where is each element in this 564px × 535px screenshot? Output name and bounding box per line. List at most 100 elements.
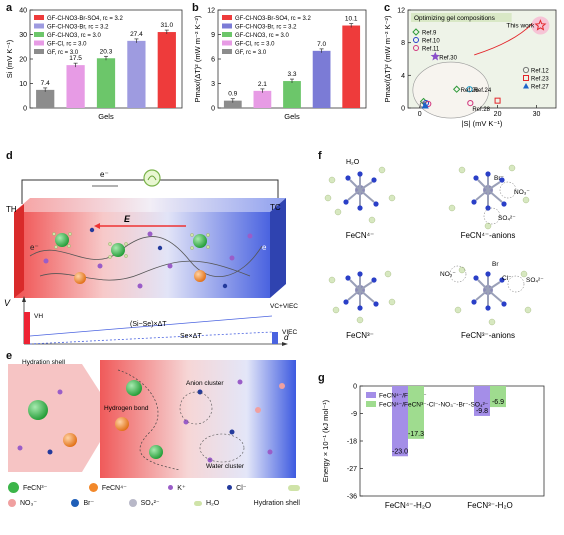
legend-label: GF-Cl-NO3-Br-SO4, rc = 3.2 [47, 16, 124, 22]
legend-marker [523, 83, 529, 89]
legend-marker [413, 45, 419, 51]
x-tick-label: 20 [494, 111, 502, 118]
hydration-shell-label: Hydration shell [22, 359, 66, 366]
fecn3-ion-2 [111, 243, 125, 257]
legend-marker [412, 28, 420, 36]
diagram-f: H₂O Br⁻ NO₃⁻ SO₄²⁻ NO₃⁻ Br Cl⁻ SO₄²⁻ FeC… [324, 159, 544, 340]
y-tick-label: 40 [19, 8, 27, 15]
legend-label: GF, rc = 3.0 [235, 50, 267, 56]
point-label: Ref.30 [439, 56, 457, 62]
chart-g: 0 -9 -18 -27 -36 Energy × 10⁻¹ (kJ mol⁻¹) -23.… [321, 384, 545, 510]
y-axis-label: Pmax/(ΔT)² (mW m⁻² K⁻²) [383, 15, 392, 103]
bulb-icon [143, 169, 161, 187]
field-label: E [124, 214, 131, 224]
legend-k: K⁺ [168, 484, 186, 492]
bar-value-label: 0.9 [228, 91, 237, 98]
panel-label-e: e [6, 350, 13, 362]
bar-4 [342, 25, 361, 109]
panel-label-g: g [318, 372, 325, 384]
point-ref-23 [494, 97, 501, 104]
y-tick-label: 0 [353, 384, 357, 391]
y-tick-label: 20 [19, 57, 27, 64]
fecn3-ion-1 [55, 233, 69, 247]
v-end-label-2: VIEC [282, 329, 297, 336]
x-axis-label: Gels [284, 112, 300, 121]
legend-swatch [34, 40, 44, 46]
f-br-label-1: Br⁻ [494, 175, 505, 182]
y-tick-label: -27 [347, 466, 357, 473]
bar-value-label: -17.3 [408, 431, 424, 438]
y-tick-label: 3 [211, 81, 215, 88]
bar-1 [66, 65, 85, 108]
legend-br: Br⁻ [71, 499, 94, 507]
legend-hydration-shell-icon [287, 484, 300, 491]
bar-value-label: 31.0 [160, 22, 173, 29]
bar-3 [312, 50, 331, 108]
bar-1-1 [490, 386, 506, 408]
bar-value-label: 3.3 [287, 71, 296, 78]
distance-axis-label: d [284, 333, 289, 342]
y-tick-label: -9 [351, 411, 357, 418]
x-tick-label: 30 [533, 111, 541, 118]
y-tick-label: 30 [19, 32, 27, 39]
v-hot-label: VH [34, 313, 43, 320]
equation-2: Se×ΔT [180, 333, 202, 340]
y-tick-label: 0 [401, 106, 405, 113]
hot-side-label: TH [6, 205, 17, 214]
v-end-label-1: VC+VIEC [270, 303, 298, 310]
bar-value-label: 17.5 [69, 55, 82, 62]
legend-swatch [34, 49, 44, 54]
legend-label: GF-Cl-NO3, rc = 3.0 [235, 33, 290, 39]
bar-value-label: 7.0 [317, 41, 326, 48]
legend-swatch [34, 15, 44, 20]
legend-marker [523, 75, 529, 81]
equation-1: (Si−Se)×ΔT [130, 321, 167, 328]
legend-cl: Cl⁻ [227, 484, 246, 492]
y-tick-label: 0 [23, 106, 27, 113]
y-tick-label: 12 [397, 8, 405, 15]
f-cl-label-2: Cl⁻ [502, 275, 512, 282]
electron-left-label: e⁻ [30, 243, 39, 252]
anion-cluster-label: Anion cluster [186, 380, 224, 387]
fecn4-ion-1 [74, 272, 86, 284]
legend-fecn3: FeCN³⁻ [8, 482, 47, 493]
y-tick-label: 4 [401, 73, 405, 80]
x-category-label: FeCN³⁻-H₂O [467, 501, 513, 510]
y-tick-label: -18 [347, 439, 357, 446]
bar-0 [223, 100, 242, 108]
legend-label: GF, rc = 3.0 [47, 50, 79, 56]
fecn3-ion-3 [193, 234, 207, 248]
bar-2 [283, 81, 301, 108]
bar-value-label: 20.3 [100, 48, 113, 55]
bar-0 [36, 89, 55, 108]
x-category-label: FeCN⁴⁻-H₂O [385, 501, 431, 510]
chart-title: Optimizing gel compositions [414, 15, 496, 22]
y-axis-label: Pmax/(ΔT)² (mW m⁻² K⁻²) [193, 15, 202, 103]
bar-1-0 [408, 386, 424, 439]
point-ref-26 [452, 85, 461, 93]
f-no3-label-2: NO₃⁻ [440, 271, 456, 278]
bar-value-label: 7.4 [41, 80, 50, 87]
x-tick-label: 0 [418, 111, 422, 118]
point-ref-24 [466, 86, 473, 93]
legend-h2o: H₂O [194, 500, 219, 507]
legend-marker [522, 66, 530, 74]
legend-label: Ref.9 [422, 31, 437, 37]
this-work-halo [531, 16, 550, 35]
legend-so4: SO₄²⁻ [128, 499, 160, 507]
legend-swatch [366, 392, 376, 398]
f-so4-label-1: SO₄²⁻ [498, 215, 516, 222]
bar-0-0 [392, 386, 408, 457]
legend-label: GF-Cl-NO3-Br, rc = 3.2 [235, 25, 297, 31]
legend-swatch [366, 401, 376, 407]
panel-label-f: f [318, 150, 322, 162]
panel-label-c: c [384, 2, 391, 14]
chart-a: 0 10 20 30 40 7.4 17.5 20.3 27.4 31.0 Gels Si (mV K… [5, 8, 183, 121]
legend-label: GF-Cl-NO3-Br, rc = 3.2 [47, 25, 109, 31]
y-tick-label: 6 [211, 57, 215, 64]
legend-swatch [34, 32, 44, 37]
bar-value-label: 27.4 [130, 31, 143, 38]
bar-value-label: -9.8 [476, 408, 488, 415]
legend-label: Ref.11 [422, 47, 440, 53]
panel-label-d: d [6, 150, 13, 162]
